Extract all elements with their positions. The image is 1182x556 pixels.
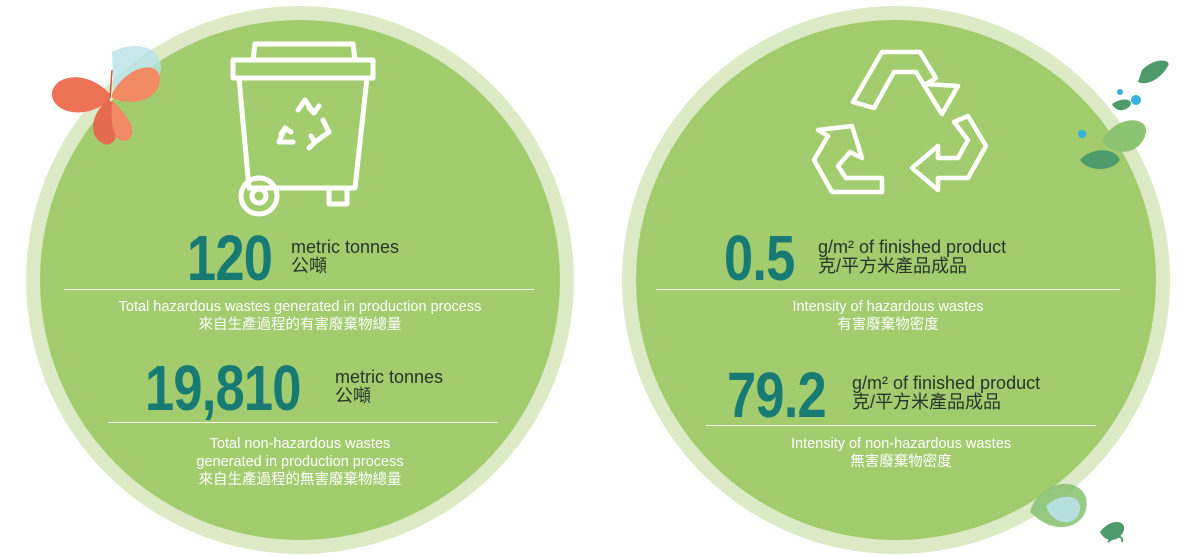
right-circle xyxy=(636,20,1156,540)
butterfly-icon xyxy=(51,46,161,145)
divider xyxy=(108,422,498,423)
non-hazardous-total-caption: Total non-hazardous wastes generated in … xyxy=(60,435,540,489)
divider xyxy=(64,289,534,290)
leaf-cluster-icon xyxy=(1030,483,1125,543)
caption-en: Total hazardous wastes generated in prod… xyxy=(118,299,482,315)
hazardous-total-caption: Total hazardous wastes generated in prod… xyxy=(60,298,540,334)
hazardous-intensity-caption: Intensity of hazardous wastes 有害廢棄物密度 xyxy=(656,298,1120,334)
caption-zh: 無害廢棄物密度 xyxy=(850,454,952,470)
hazardous-intensity-value: 0.5 xyxy=(724,222,795,294)
non-hazardous-total-unit: metric tonnes 公噸 xyxy=(335,368,443,406)
unit-zh: 公噸 xyxy=(335,386,371,406)
non-hazardous-intensity-unit: g/m² of finished product 克/平方米產品成品 xyxy=(852,374,1040,412)
caption-en: Intensity of non-hazardous wastes xyxy=(790,436,1012,452)
unit-zh: 克/平方米產品成品 xyxy=(818,256,968,276)
caption-zh: 來自生產過程的有害廢棄物總量 xyxy=(198,317,402,333)
unit-en: g/m² of finished product xyxy=(818,237,1007,257)
unit-en: metric tonnes xyxy=(335,367,444,387)
hazardous-total-value: 120 xyxy=(187,222,273,294)
non-hazardous-total-value: 19,810 xyxy=(145,352,301,424)
caption-en: Intensity of hazardous wastes xyxy=(792,299,984,315)
caption-en: generated in production process xyxy=(196,454,404,470)
caption-zh: 來自生產過程的無害廢棄物總量 xyxy=(198,472,402,488)
unit-zh: 公噸 xyxy=(291,256,327,276)
recycle-bin-icon xyxy=(230,41,376,217)
non-hazardous-intensity-caption: Intensity of non-hazardous wastes 無害廢棄物密… xyxy=(706,435,1096,471)
divider xyxy=(656,289,1120,290)
unit-en: g/m² of finished product xyxy=(852,373,1041,393)
recycle-symbol-icon xyxy=(811,49,989,195)
divider xyxy=(706,425,1096,426)
leaves-icon xyxy=(1078,60,1169,169)
hazardous-intensity-unit: g/m² of finished product 克/平方米產品成品 xyxy=(818,238,1006,276)
unit-zh: 克/平方米產品成品 xyxy=(852,392,1002,412)
non-hazardous-intensity-value: 79.2 xyxy=(727,359,827,431)
hazardous-total-unit: metric tonnes 公噸 xyxy=(291,238,399,276)
caption-zh: 有害廢棄物密度 xyxy=(837,317,939,333)
unit-en: metric tonnes xyxy=(291,237,400,257)
caption-en: Total non-hazardous wastes xyxy=(209,436,391,452)
